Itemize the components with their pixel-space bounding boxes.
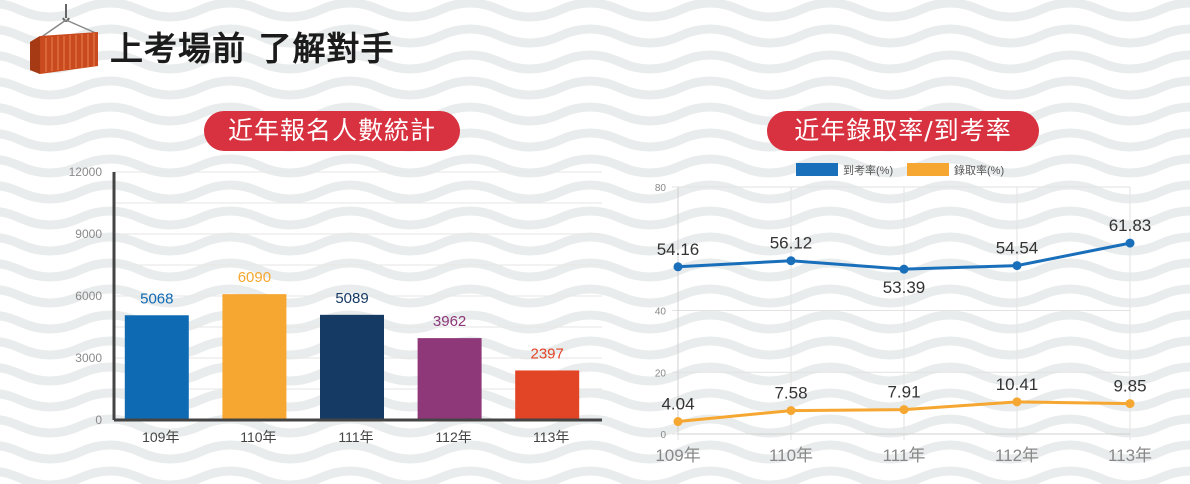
y-tick-label: 80 — [655, 183, 667, 194]
x-tick-label: 110年 — [240, 429, 276, 445]
bar-value-label: 6090 — [238, 269, 271, 286]
x-tick-label: 109年 — [142, 429, 179, 445]
bar — [222, 294, 287, 419]
shipping-container-icon — [30, 4, 99, 74]
data-point — [1012, 397, 1022, 407]
data-point — [1125, 399, 1135, 409]
bar-value-label: 5089 — [335, 290, 368, 307]
data-label: 54.54 — [996, 239, 1039, 258]
x-tick-label: 112年 — [435, 429, 471, 445]
bar-chart-title: 近年報名人數統計 — [204, 111, 460, 151]
data-point — [899, 405, 909, 415]
data-label: 4.04 — [661, 395, 694, 414]
x-tick-label: 109年 — [655, 446, 700, 465]
line-chart-title: 近年錄取率/到考率 — [767, 111, 1039, 151]
legend-label: 錄取率(%) — [954, 163, 1004, 177]
data-point — [673, 262, 683, 272]
data-point — [673, 417, 683, 427]
data-label: 53.39 — [883, 278, 926, 297]
y-tick-label: 12000 — [69, 165, 103, 179]
y-tick-label: 6000 — [75, 289, 102, 303]
x-tick-label: 110年 — [769, 446, 813, 465]
y-tick-label: 3000 — [75, 351, 102, 365]
legend-label: 到考率(%) — [843, 163, 893, 177]
x-tick-label: 113年 — [533, 429, 569, 445]
data-label: 10.41 — [996, 375, 1039, 394]
y-tick-label: 20 — [655, 368, 667, 379]
bar — [417, 338, 482, 419]
data-label: 54.16 — [657, 240, 700, 259]
data-label: 56.12 — [770, 234, 813, 253]
data-label: 9.85 — [1113, 377, 1146, 396]
data-point — [786, 406, 796, 416]
bar — [124, 315, 189, 419]
bar — [515, 370, 580, 419]
x-tick-label: 111年 — [883, 446, 926, 465]
legend-swatch — [907, 163, 949, 176]
data-point — [899, 264, 909, 274]
bar — [320, 314, 384, 419]
bar-value-label: 5068 — [140, 290, 173, 307]
data-label: 7.58 — [774, 384, 807, 403]
data-point — [786, 256, 796, 266]
data-point — [1125, 238, 1135, 248]
y-tick-label: 0 — [660, 430, 666, 441]
y-tick-label: 40 — [655, 307, 667, 318]
bar-value-label: 2397 — [531, 345, 564, 362]
data-label: 7.91 — [887, 383, 920, 402]
y-tick-label: 9000 — [75, 227, 102, 241]
legend-swatch — [796, 163, 838, 176]
y-tick-label: 0 — [95, 413, 102, 427]
bar-value-label: 3962 — [433, 313, 466, 330]
x-tick-label: 112年 — [995, 446, 1039, 465]
data-point — [1012, 261, 1022, 271]
data-label: 61.83 — [1109, 216, 1152, 235]
x-tick-label: 113年 — [1108, 446, 1152, 465]
page-title: 上考場前 了解對手 — [110, 29, 395, 68]
x-tick-label: 111年 — [338, 429, 373, 445]
